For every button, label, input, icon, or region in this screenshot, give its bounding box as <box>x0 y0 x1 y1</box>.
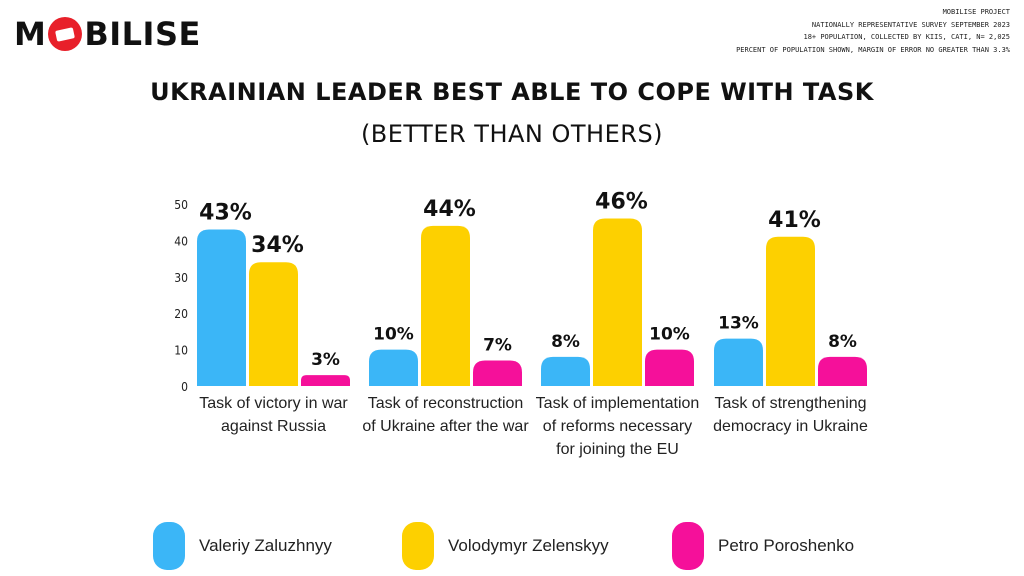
y-tick-label: 20 <box>174 307 188 321</box>
survey-info-line: PERCENT OF POPULATION SHOWN, MARGIN OF E… <box>736 45 1010 54</box>
bar-valeriy-zaluzhnyy <box>714 338 763 386</box>
bar-volodymyr-zelenskyy <box>421 225 470 386</box>
bar-petro-poroshenko <box>473 360 522 386</box>
data-label: 46% <box>595 190 648 215</box>
category-label: Task of strengthening democracy in Ukrai… <box>713 395 868 435</box>
survey-info-line: MOBILISE PROJECT <box>942 8 1010 16</box>
bar-valeriy-zaluzhnyy <box>369 349 418 386</box>
data-label: 34% <box>251 233 304 258</box>
legend-label: Volodymyr Zelenskyy <box>448 536 609 555</box>
data-label: 44% <box>423 197 476 222</box>
bar-petro-poroshenko <box>301 375 350 386</box>
legend-item: Volodymyr Zelenskyy <box>402 522 609 570</box>
bar-valeriy-zaluzhnyy <box>197 229 246 386</box>
chart-title: UKRAINIAN LEADER BEST ABLE TO COPE WITH … <box>150 78 874 106</box>
bar-petro-poroshenko <box>818 356 867 386</box>
data-label: 13% <box>718 314 759 334</box>
y-tick-label: 50 <box>174 198 188 212</box>
legend-swatch <box>402 522 434 570</box>
bar-volodymyr-zelenskyy <box>249 262 298 386</box>
y-tick-label: 40 <box>174 234 188 248</box>
data-label: 10% <box>373 325 414 345</box>
legend-item: Petro Poroshenko <box>672 522 854 570</box>
bar-volodymyr-zelenskyy <box>766 236 815 386</box>
y-tick-label: 30 <box>174 271 188 285</box>
y-tick-label: 10 <box>174 344 188 358</box>
survey-info-line: NATIONALLY REPRESENTATIVE SURVEY SEPTEMB… <box>811 20 1010 29</box>
bar-volodymyr-zelenskyy <box>593 218 642 386</box>
data-label: 10% <box>649 325 690 345</box>
legend-swatch <box>153 522 185 570</box>
legend-label: Petro Poroshenko <box>718 536 855 555</box>
category-label: Task of victory in war against Russia <box>199 395 348 435</box>
data-label: 7% <box>483 336 512 356</box>
category-label: Task of implementation of reforms necess… <box>535 395 700 458</box>
legend-label: Valeriy Zaluzhnyy <box>199 536 332 555</box>
legend-swatch <box>672 522 704 570</box>
survey-info: MOBILISE PROJECT NATIONALLY REPRESENTATI… <box>736 6 1010 56</box>
chart-subtitle: (BETTER THAN OTHERS) <box>360 120 664 148</box>
brand-logo: M BILISE <box>14 14 201 54</box>
bar-petro-poroshenko <box>645 349 694 386</box>
data-label: 3% <box>311 350 340 370</box>
category-label: Task of reconstruction of Ukraine after … <box>362 395 529 435</box>
data-label: 43% <box>199 200 252 225</box>
logo-badge-icon <box>48 17 83 51</box>
bar-valeriy-zaluzhnyy <box>541 356 590 386</box>
data-label: 8% <box>828 332 857 352</box>
survey-info-line: 18+ POPULATION, COLLECTED BY KIIS, CATI,… <box>803 33 1010 41</box>
logo-text-rest: BILISE <box>84 15 201 53</box>
y-tick-label: 0 <box>181 380 188 394</box>
logo-letter-m: M <box>14 15 47 53</box>
legend-item: Valeriy Zaluzhnyy <box>153 522 332 570</box>
data-label: 41% <box>768 208 821 233</box>
data-label: 8% <box>551 332 580 352</box>
